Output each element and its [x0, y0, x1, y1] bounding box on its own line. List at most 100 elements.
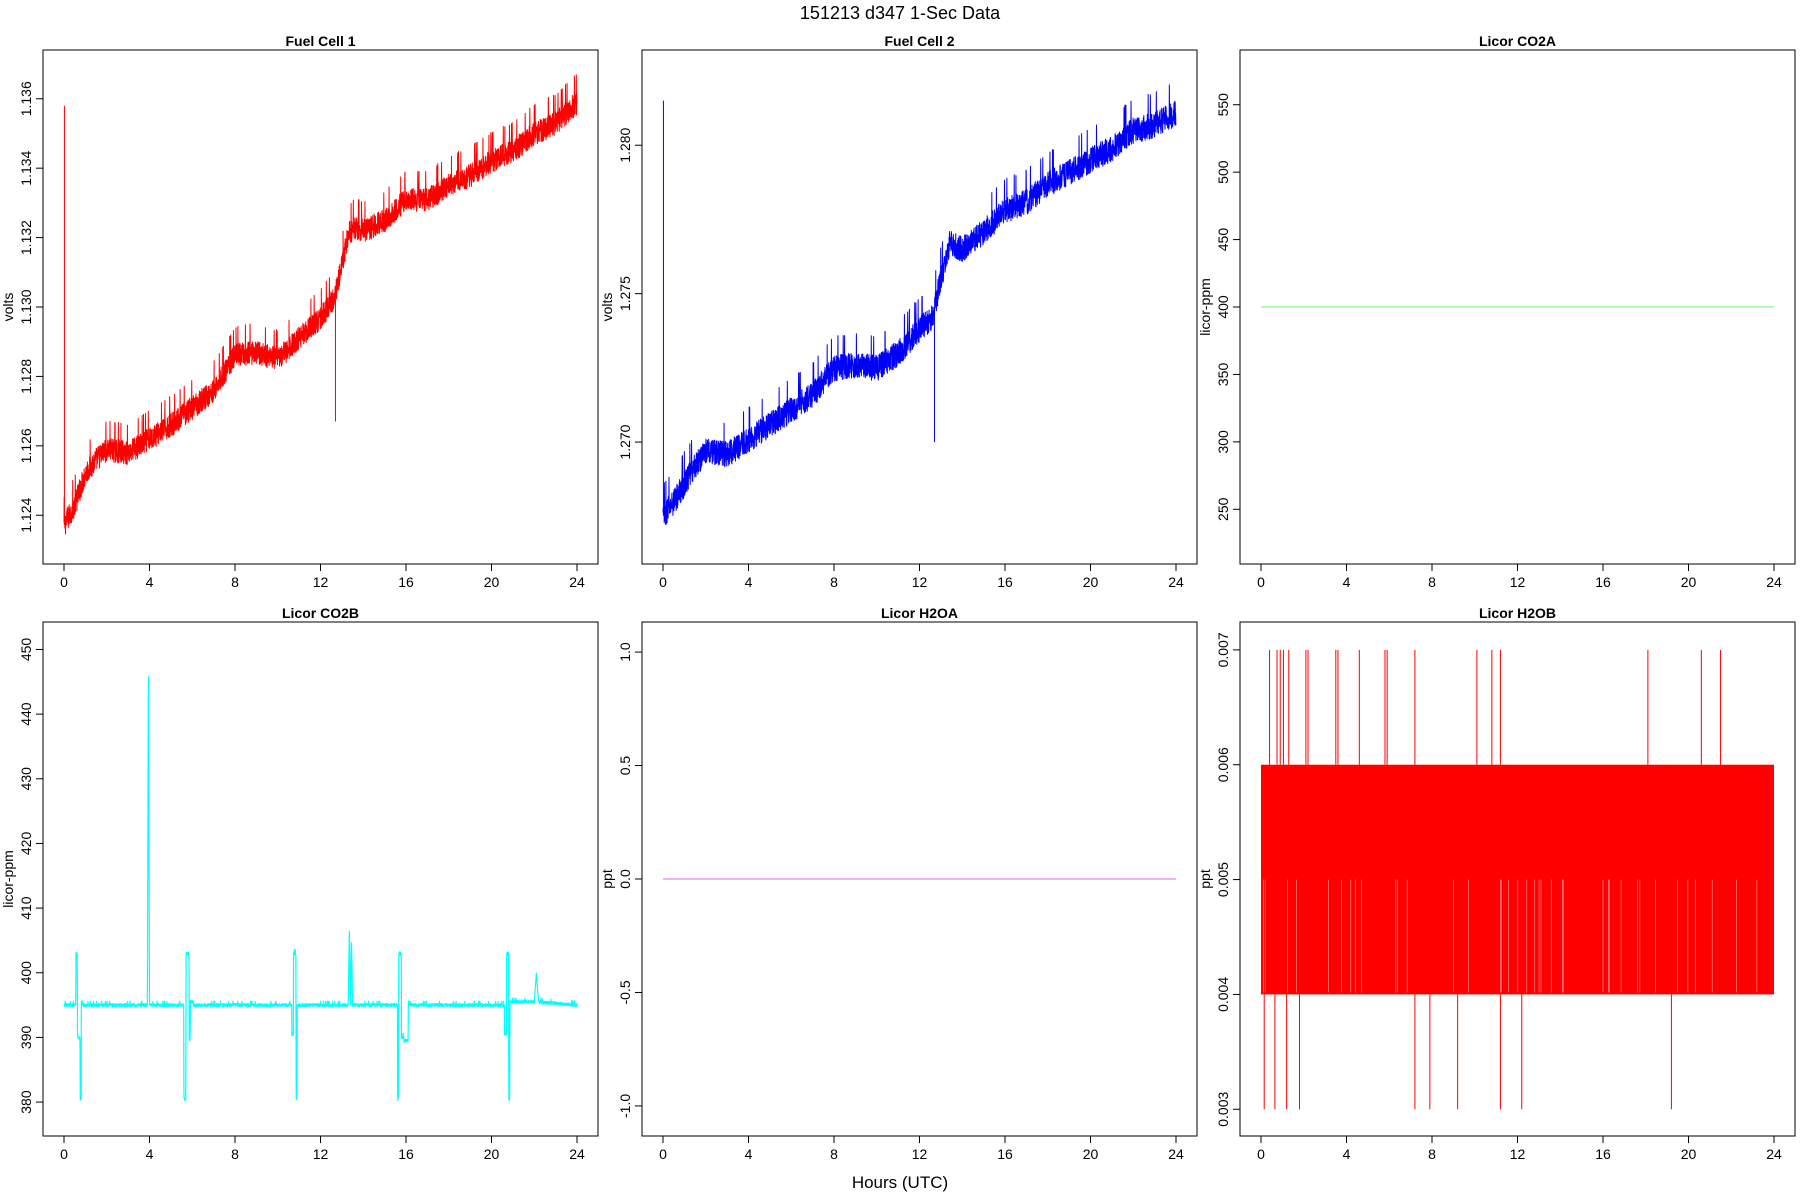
- x-tick-label: 0: [1257, 1146, 1265, 1162]
- y-tick-label: 1.124: [18, 498, 34, 533]
- figure-title: 151213 d347 1-Sec Data: [800, 3, 1001, 23]
- panel-title: Licor H2OA: [881, 605, 958, 621]
- x-tick-label: 12: [912, 574, 928, 590]
- x-tick-label: 12: [1510, 1146, 1526, 1162]
- plot-frame: [641, 49, 1198, 565]
- x-tick-label: 24: [1766, 1146, 1782, 1162]
- y-tick-label: 450: [18, 638, 34, 662]
- x-tick-label: 16: [398, 574, 414, 590]
- x-tick-label: 8: [1428, 1146, 1436, 1162]
- x-tick-label: 0: [1257, 574, 1265, 590]
- y-tick-label: 300: [1215, 430, 1231, 454]
- x-tick-label: 12: [1510, 574, 1526, 590]
- y-tick-label: 0.003: [1215, 1092, 1231, 1127]
- y-tick-label: 410: [18, 896, 34, 920]
- x-tick-label: 4: [146, 1146, 154, 1162]
- x-axis-label: Hours (UTC): [852, 1173, 948, 1192]
- x-tick-label: 12: [313, 1146, 329, 1162]
- y-axis-label: volts: [599, 293, 615, 322]
- y-axis-label: ppt: [1197, 869, 1213, 889]
- x-tick-label: 20: [484, 1146, 500, 1162]
- x-tick-label: 12: [313, 574, 329, 590]
- y-tick-label: 500: [1215, 160, 1231, 184]
- panel-5: Licor H2OA ppt 0 4 8 12 16 20 24 -1.0 -0.5 0.0 0.5 1.…: [599, 605, 1198, 1162]
- series-band: [1261, 764, 1774, 995]
- plot-frame: [42, 621, 599, 1137]
- panel-title: Licor CO2A: [1479, 33, 1556, 49]
- x-tick-label: 0: [659, 1146, 667, 1162]
- y-tick-label: 420: [18, 832, 34, 856]
- x-tick-label: 20: [1681, 574, 1697, 590]
- panel-3: Licor CO2A licor-ppm 0 4 8 12 16 20 24 250 300 350 4…: [1197, 33, 1796, 590]
- y-tick-label: 450: [1215, 228, 1231, 252]
- y-tick-label: 0.005: [1215, 862, 1231, 897]
- x-tick-label: 20: [1681, 1146, 1697, 1162]
- y-tick-label: 1.130: [18, 289, 34, 324]
- x-tick-label: 8: [1428, 574, 1436, 590]
- y-tick-label: 1.270: [617, 424, 633, 459]
- y-tick-label: 400: [18, 961, 34, 985]
- y-tick-label: 430: [18, 767, 34, 791]
- x-tick-label: 4: [1343, 1146, 1351, 1162]
- x-tick-label: 16: [997, 1146, 1013, 1162]
- x-tick-label: 16: [1595, 574, 1611, 590]
- x-tick-label: 16: [1595, 1146, 1611, 1162]
- y-tick-label: 1.280: [617, 127, 633, 162]
- y-tick-label: 390: [18, 1026, 34, 1050]
- y-tick-label: 1.126: [18, 428, 34, 463]
- y-tick-label: 0.007: [1215, 632, 1231, 667]
- x-tick-label: 16: [997, 574, 1013, 590]
- y-tick-label: 250: [1215, 497, 1231, 521]
- x-tick-label: 20: [1083, 574, 1099, 590]
- y-tick-label: 350: [1215, 363, 1231, 387]
- x-tick-label: 8: [830, 574, 838, 590]
- x-tick-label: 12: [912, 1146, 928, 1162]
- panel-4: Licor CO2B licor-ppm 0 4 8 12 16 20 24 380 390 400 4…: [0, 605, 599, 1162]
- x-tick-label: 0: [60, 574, 68, 590]
- x-tick-label: 20: [484, 574, 500, 590]
- x-tick-label: 20: [1083, 1146, 1099, 1162]
- y-axis-label: ppt: [599, 869, 615, 889]
- x-tick-label: 16: [398, 1146, 414, 1162]
- y-tick-label: 400: [1215, 295, 1231, 319]
- x-tick-label: 4: [146, 574, 154, 590]
- x-tick-label: 8: [830, 1146, 838, 1162]
- y-tick-label: -1.0: [617, 1094, 633, 1118]
- y-tick-label: 0.0: [617, 869, 633, 889]
- y-tick-label: 440: [18, 702, 34, 726]
- series-line: [63, 74, 578, 535]
- x-tick-label: 24: [569, 574, 585, 590]
- x-tick-label: 4: [745, 574, 753, 590]
- panel-title: Fuel Cell 1: [285, 33, 355, 49]
- panels: Fuel Cell 1 volts 0 4 8 12 16 20 24 1.124 1.126 1.1…: [0, 33, 1796, 1162]
- x-tick-label: 24: [569, 1146, 585, 1162]
- panel-6: Licor H2OB ppt 0 4 8 12 16 20 24 0.003 0.004 0.005 0…: [1197, 605, 1796, 1162]
- x-tick-label: 8: [231, 1146, 239, 1162]
- y-tick-label: 1.134: [18, 150, 34, 185]
- x-tick-label: 24: [1168, 574, 1184, 590]
- x-tick-label: 0: [60, 1146, 68, 1162]
- y-tick-label: 1.136: [18, 81, 34, 116]
- y-tick-label: 0.006: [1215, 747, 1231, 782]
- x-tick-label: 0: [659, 574, 667, 590]
- x-tick-label: 24: [1168, 1146, 1184, 1162]
- y-tick-label: -0.5: [617, 980, 633, 1004]
- y-tick-label: 380: [18, 1090, 34, 1114]
- y-tick-label: 1.275: [617, 276, 633, 311]
- panel-title: Licor CO2B: [282, 605, 359, 621]
- series-line: [63, 676, 578, 1102]
- plot-frame: [42, 49, 599, 565]
- panel-title: Licor H2OB: [1479, 605, 1556, 621]
- y-axis-label: licor-ppm: [1197, 278, 1213, 336]
- y-axis-label: volts: [0, 293, 16, 322]
- y-tick-label: 0.004: [1215, 977, 1231, 1012]
- panel-title: Fuel Cell 2: [884, 33, 954, 49]
- x-tick-label: 24: [1766, 574, 1782, 590]
- y-axis-label: licor-ppm: [0, 850, 16, 908]
- x-tick-label: 4: [745, 1146, 753, 1162]
- y-tick-label: 1.128: [18, 359, 34, 394]
- panel-2: Fuel Cell 2 volts 0 4 8 12 16 20 24 1.270 1.275 1.2…: [599, 33, 1198, 590]
- x-tick-label: 4: [1343, 574, 1351, 590]
- y-tick-label: 1.0: [617, 642, 633, 662]
